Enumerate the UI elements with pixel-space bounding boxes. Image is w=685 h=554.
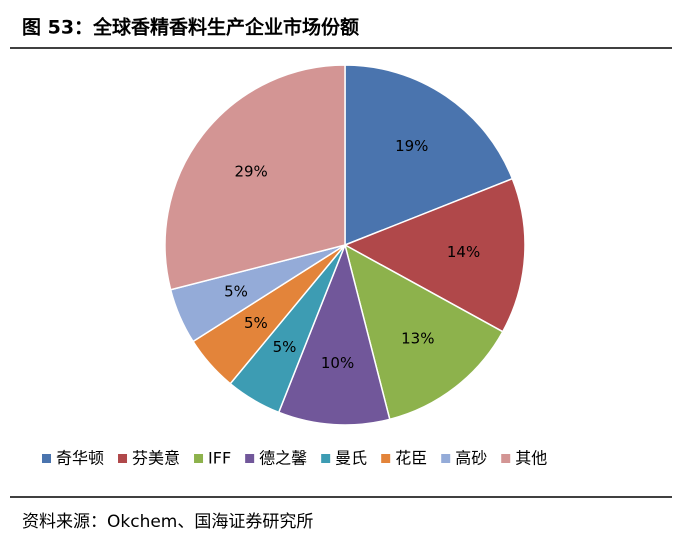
legend-label: IFF xyxy=(208,449,231,468)
data-label: 19% xyxy=(395,137,428,155)
data-label: 13% xyxy=(401,329,434,347)
legend-swatch xyxy=(245,454,255,463)
data-label: 14% xyxy=(447,243,480,261)
data-label: 5% xyxy=(273,338,297,356)
data-label: 29% xyxy=(234,163,267,181)
data-label: 5% xyxy=(244,314,268,332)
legend-label: 高砂 xyxy=(455,449,487,468)
legend-swatch xyxy=(321,454,331,463)
legend-label: 曼氏 xyxy=(335,449,367,468)
chart-title: 图 53：全球香精香料生产企业市场份额 xyxy=(22,16,359,39)
legend-label: 德之馨 xyxy=(259,449,307,468)
legend-swatch xyxy=(42,454,51,463)
legend-swatch xyxy=(194,454,204,463)
pie-slice xyxy=(344,64,514,247)
pie-slice xyxy=(277,242,391,426)
pie-slice xyxy=(343,243,504,421)
data-label: 5% xyxy=(224,283,248,301)
pie-slice xyxy=(343,177,526,333)
legend-swatch xyxy=(118,454,128,463)
legend-label: 其他 xyxy=(515,449,547,468)
legend-label: 奇华顿 xyxy=(56,449,104,468)
legend-swatch xyxy=(501,454,511,463)
legend-label: 芬美意 xyxy=(132,449,180,468)
source-note: 资料来源：Okchem、国海证券研究所 xyxy=(22,512,313,532)
legend-label: 花臣 xyxy=(395,449,427,468)
data-label: 10% xyxy=(321,354,354,372)
pie-slice xyxy=(164,64,346,291)
legend-swatch xyxy=(441,454,451,463)
legend-swatch xyxy=(381,454,391,463)
